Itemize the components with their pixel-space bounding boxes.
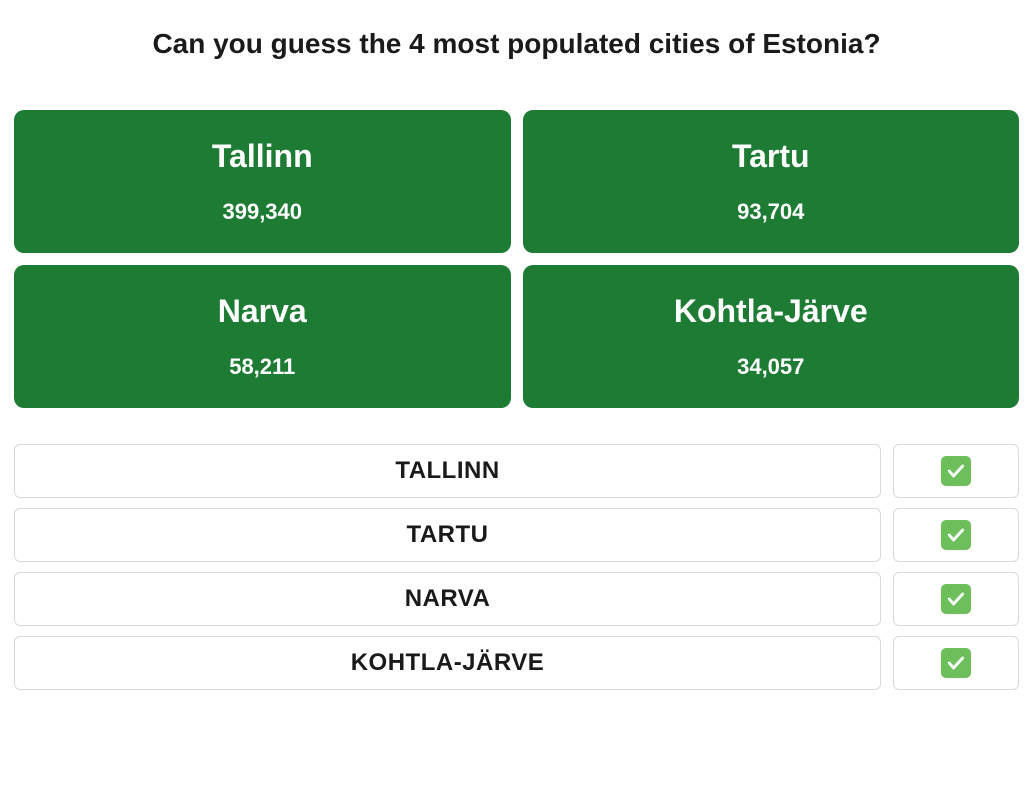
city-population: 34,057 — [737, 354, 804, 380]
guess-input[interactable]: TALLINN — [14, 444, 881, 498]
guess-status — [893, 444, 1019, 498]
guess-status — [893, 508, 1019, 562]
answer-card: Narva 58,211 — [14, 265, 511, 408]
guess-row: TALLINN — [14, 444, 1019, 498]
city-population: 399,340 — [222, 199, 302, 225]
guess-row: NARVA — [14, 572, 1019, 626]
check-icon — [941, 520, 971, 550]
city-population: 93,704 — [737, 199, 804, 225]
answer-card: Tartu 93,704 — [523, 110, 1020, 253]
guess-row: TARTU — [14, 508, 1019, 562]
city-population: 58,211 — [229, 354, 295, 380]
guess-list: TALLINN TARTU NARVA KOHTLA-JÄRVE — [14, 444, 1019, 690]
guess-input[interactable]: KOHTLA-JÄRVE — [14, 636, 881, 690]
check-icon — [941, 584, 971, 614]
guess-row: KOHTLA-JÄRVE — [14, 636, 1019, 690]
check-icon — [941, 456, 971, 486]
answer-card: Kohtla-Järve 34,057 — [523, 265, 1020, 408]
guess-input[interactable]: TARTU — [14, 508, 881, 562]
city-name: Narva — [218, 293, 307, 330]
city-name: Kohtla-Järve — [674, 293, 868, 330]
guess-status — [893, 572, 1019, 626]
page-title: Can you guess the 4 most populated citie… — [14, 28, 1019, 60]
guess-input[interactable]: NARVA — [14, 572, 881, 626]
check-icon — [941, 648, 971, 678]
city-name: Tartu — [732, 138, 810, 175]
answer-cards-grid: Tallinn 399,340 Tartu 93,704 Narva 58,21… — [14, 110, 1019, 408]
city-name: Tallinn — [212, 138, 313, 175]
answer-card: Tallinn 399,340 — [14, 110, 511, 253]
guess-status — [893, 636, 1019, 690]
